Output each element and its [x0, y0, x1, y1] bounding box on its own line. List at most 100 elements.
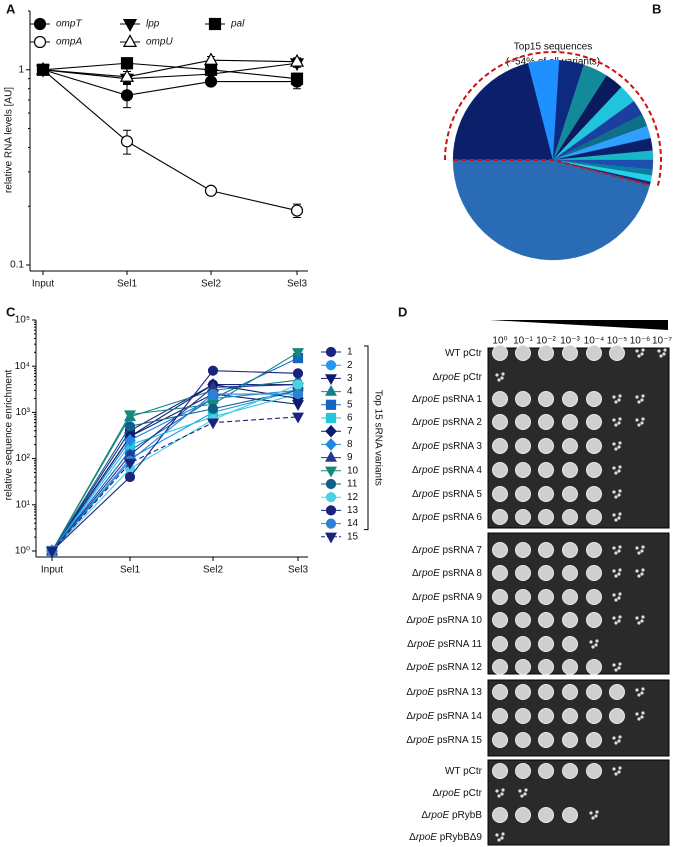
- spot: [538, 636, 554, 652]
- colony: [612, 546, 616, 550]
- marker: [124, 421, 136, 432]
- colony: [637, 423, 641, 427]
- plasmid: pRybBΔ9: [440, 832, 483, 843]
- y-axis-label: relative sequence enrichment: [4, 369, 15, 500]
- legend-marker: [122, 34, 138, 48]
- colony: [614, 574, 618, 578]
- colony: [618, 615, 622, 619]
- strain-label: ΔrpoE pRybB: [421, 810, 482, 821]
- colony: [594, 814, 598, 818]
- marker: [292, 348, 304, 359]
- delta: Δ: [406, 711, 413, 722]
- spot: [538, 486, 554, 502]
- colony: [617, 516, 621, 520]
- legend-label: ompU: [146, 37, 173, 48]
- spot: [586, 414, 602, 430]
- x-tick-label: Sel2: [203, 565, 223, 576]
- legend-marker: [325, 532, 337, 544]
- delta: Δ: [433, 372, 440, 383]
- colony: [612, 616, 616, 620]
- colony: [614, 495, 618, 499]
- spot: [515, 345, 531, 361]
- plasmid: psRNA 9: [443, 592, 483, 603]
- spot: [515, 636, 531, 652]
- colony: [495, 833, 499, 837]
- strain-label: ΔrpoE psRNA 15: [406, 735, 482, 746]
- colony: [618, 441, 622, 445]
- colony: [618, 766, 622, 770]
- spot: [562, 636, 578, 652]
- colony: [635, 349, 639, 353]
- colony: [614, 447, 618, 451]
- series-line: [51, 393, 298, 552]
- x-tick-label: Sel1: [117, 279, 137, 290]
- colony: [501, 832, 505, 836]
- spot: [586, 659, 602, 675]
- legend-marker: [208, 17, 222, 31]
- spot: [562, 509, 578, 525]
- strain-label: ΔrpoE psRNA 2: [412, 417, 482, 428]
- spot: [586, 462, 602, 478]
- strain-label: ΔrpoE pCtr: [433, 372, 483, 383]
- spot: [538, 462, 554, 478]
- legend-marker: [325, 412, 337, 424]
- legend-marker: [122, 19, 138, 32]
- spot: [562, 589, 578, 605]
- panel-label: D: [398, 304, 407, 319]
- marker: [46, 546, 58, 558]
- legend-label: 1: [347, 347, 353, 358]
- spot: [492, 732, 508, 748]
- legend-marker: [325, 492, 337, 503]
- series-line: [51, 389, 299, 552]
- colony: [640, 715, 644, 719]
- y-tick-label: 1: [18, 64, 24, 75]
- delta: Δ: [412, 417, 419, 428]
- y-tick-label: 10⁵: [15, 315, 30, 326]
- delta: Δ: [412, 441, 419, 452]
- colony: [524, 788, 528, 792]
- gene: rpoE: [428, 810, 449, 821]
- colony: [640, 549, 644, 553]
- spot: [492, 684, 508, 700]
- gene: rpoE: [419, 592, 440, 603]
- colony: [637, 551, 641, 555]
- legend-label: 8: [347, 439, 353, 450]
- panel-label: C: [6, 304, 16, 319]
- legend-label: lpp: [146, 19, 160, 30]
- strain-label: ΔrpoE psRNA 5: [412, 489, 482, 500]
- gene: rpoE: [416, 832, 437, 843]
- colony: [497, 794, 501, 798]
- colony: [495, 373, 499, 377]
- colony: [589, 640, 593, 644]
- gene: rpoE: [413, 662, 434, 673]
- spot: [562, 438, 578, 454]
- colony: [618, 394, 622, 398]
- spot: [586, 542, 602, 558]
- colony: [640, 572, 644, 576]
- colony: [640, 619, 644, 623]
- strain-label: WT pCtr: [445, 348, 483, 359]
- dilution-label: 10⁰: [492, 336, 507, 347]
- gene: rpoE: [419, 545, 440, 556]
- delta: Δ: [406, 615, 413, 626]
- colony: [618, 489, 622, 493]
- colony: [637, 400, 641, 404]
- legend-label: 5: [347, 399, 353, 410]
- series-line: [42, 62, 298, 80]
- strain-label: ΔrpoE psRNA 11: [407, 639, 482, 650]
- colony: [617, 619, 621, 623]
- gene: rpoE: [439, 372, 460, 383]
- spot: [492, 659, 508, 675]
- plasmid: psRNA 15: [437, 735, 482, 746]
- plasmid: psRNA 12: [437, 662, 482, 673]
- plate: [487, 532, 670, 675]
- spot: [515, 708, 531, 724]
- colony: [612, 513, 616, 517]
- colony: [614, 741, 618, 745]
- colony: [635, 569, 639, 573]
- spot: [562, 763, 578, 779]
- colony: [495, 789, 499, 793]
- dilution-label: 10⁻⁴: [584, 336, 605, 347]
- marker: [124, 410, 136, 422]
